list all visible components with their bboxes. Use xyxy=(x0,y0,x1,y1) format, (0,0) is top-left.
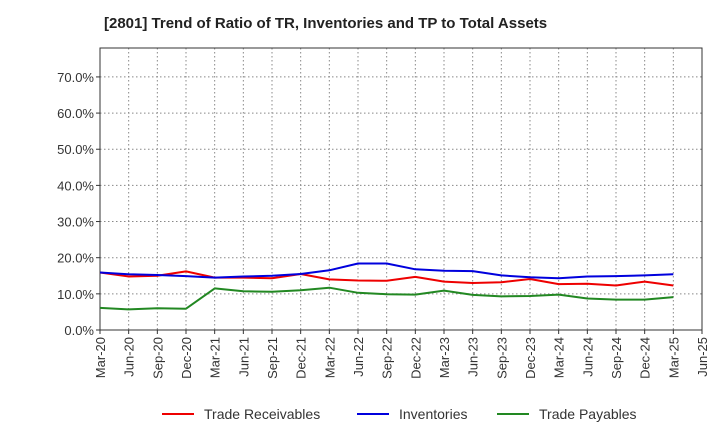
series-lines xyxy=(99,262,674,311)
x-tick-label: Mar-23 xyxy=(437,337,452,378)
legend-label-trade-receivables: Trade Receivables xyxy=(204,406,320,422)
x-tick-label: Mar-24 xyxy=(552,337,567,378)
y-tick-label: 60.0% xyxy=(57,106,94,121)
x-tick-label: Dec-24 xyxy=(638,337,653,379)
y-tick-label: 20.0% xyxy=(57,251,94,266)
x-tick-label: Sep-24 xyxy=(609,337,624,379)
x-tick-label: Mar-22 xyxy=(322,337,337,378)
x-tick-label: Jun-21 xyxy=(236,337,251,377)
series-line-trade-receivables xyxy=(99,270,674,287)
x-tick-label: Dec-20 xyxy=(179,337,194,379)
legend-label-trade-payables: Trade Payables xyxy=(539,406,637,422)
series-line-trade-payables xyxy=(99,286,674,311)
x-tick-label: Sep-22 xyxy=(380,337,395,379)
x-tick-label: Dec-23 xyxy=(523,337,538,379)
x-tick-label: Jun-25 xyxy=(695,337,710,377)
grid-lines xyxy=(100,48,702,330)
x-tick-label: Jun-22 xyxy=(351,337,366,377)
x-tick-label: Jun-24 xyxy=(580,337,595,377)
x-tick-label: Jun-23 xyxy=(466,337,481,377)
y-tick-label: 30.0% xyxy=(57,215,94,230)
x-tick-label: Mar-25 xyxy=(666,337,681,378)
y-axis: 0.0% 10.0% 20.0% 30.0% 40.0% 50.0% 60.0% 70.0% xyxy=(57,70,100,338)
y-tick-label: 10.0% xyxy=(57,287,94,302)
plot-frame xyxy=(99,47,703,331)
x-tick-label: Sep-20 xyxy=(150,337,165,379)
x-tick-label: Dec-22 xyxy=(408,337,423,379)
x-tick-label: Dec-21 xyxy=(294,337,309,379)
legend-label-inventories: Inventories xyxy=(399,406,467,422)
x-tick-label: Sep-21 xyxy=(265,337,280,379)
x-axis: Mar-20 Jun-20 Sep-20 Dec-20 Mar-21 Jun-21 Sep-… xyxy=(93,330,710,379)
y-tick-label: 70.0% xyxy=(57,70,94,85)
x-tick-label: Sep-23 xyxy=(494,337,509,379)
x-tick-label: Mar-21 xyxy=(208,337,223,378)
chart-title: [2801] Trend of Ratio of TR, Inventories… xyxy=(104,15,548,32)
x-tick-label: Mar-20 xyxy=(93,337,108,378)
series-line-inventories xyxy=(99,262,674,280)
y-tick-label: 50.0% xyxy=(57,142,94,157)
y-tick-label: 40.0% xyxy=(57,178,94,193)
x-tick-label: Jun-20 xyxy=(122,337,137,377)
y-tick-label: 0.0% xyxy=(64,323,94,338)
legend: Trade Receivables Inventories Trade Payabl… xyxy=(162,406,637,422)
